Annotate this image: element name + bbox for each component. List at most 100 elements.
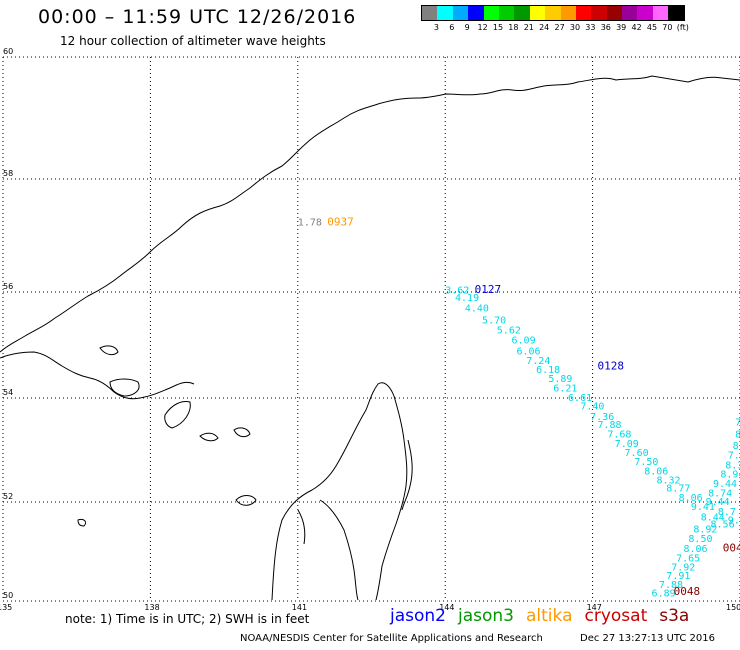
lat-tick-label: 56 — [3, 282, 13, 291]
legend-label-5: 18 — [508, 23, 519, 32]
color-legend: 3 6 9 12 15 18 21 24 27 30 33 36 39 42 45 70 (ft) — [421, 5, 689, 33]
lon-tick-label: 141 — [292, 603, 307, 612]
wave-height-value: 8.06 — [683, 544, 707, 555]
wave-height-value: 7.48 — [728, 450, 740, 461]
pass-time-label: 0047 — [723, 542, 740, 555]
wave-height-value: 6.61 — [568, 393, 592, 404]
lon-tick-label: 147 — [587, 603, 602, 612]
wave-height-value: 8.06 — [644, 466, 668, 477]
credit-footer: NOAA/NESDIS Center for Satellite Applica… — [240, 633, 543, 644]
wave-height-value: 5.89 — [548, 374, 572, 385]
graticule — [2, 56, 740, 602]
legend-swatch-0 — [422, 6, 438, 20]
pass-time-label: 0127 — [475, 283, 502, 296]
legend-swatch-11 — [591, 6, 607, 20]
wave-height-value: 8.94 — [720, 470, 740, 481]
lat-tick-label: 58 — [3, 169, 13, 178]
legend-swatch-6 — [514, 6, 530, 20]
pass-time-label: 0937 — [327, 215, 354, 228]
wave-height-value: 5.70 — [482, 315, 506, 326]
legend-labels: 3 6 9 12 15 18 21 24 27 30 33 36 39 42 45 70 (ft) — [421, 21, 689, 33]
wave-height-value: 9.41 — [691, 502, 715, 513]
wave-height-value: 1.78 — [298, 217, 322, 228]
satellite-jason3: jason3 — [458, 606, 514, 626]
wave-height-value: 6.06 — [516, 347, 540, 358]
legend-label-14: 45 — [646, 23, 658, 32]
legend-label-8: 27 — [554, 23, 565, 32]
legend-swatch-2 — [452, 6, 469, 20]
wave-height-value: 8.32 — [656, 475, 680, 486]
legend-swatch-1 — [437, 6, 453, 20]
wave-height-value: 8.0 — [733, 441, 740, 452]
wave-height-value: 8.92 — [693, 525, 717, 536]
wave-height-value: 8. — [735, 430, 740, 441]
map-title: 00:00 – 11:59 UTC 12/26/2016 — [38, 6, 357, 28]
legend-swatch-7 — [529, 6, 546, 20]
legend-swatch-10 — [575, 6, 592, 20]
satellite-jason2: jason2 — [390, 606, 446, 626]
legend-swatch-13 — [622, 6, 638, 20]
wave-height-value: 7.68 — [607, 430, 631, 441]
legend-label-4: 15 — [492, 23, 504, 32]
coastline — [0, 75, 740, 601]
wave-height-value: 7.92 — [671, 562, 695, 573]
legend-swatch-15 — [652, 6, 669, 20]
map-subtitle: 12 hour collection of altimeter wave hei… — [60, 34, 326, 48]
legend-swatch-12 — [606, 6, 623, 20]
legend-swatch-4 — [483, 6, 499, 20]
legend-label-6: 21 — [523, 23, 534, 32]
legend-label-2: 9 — [464, 23, 470, 32]
wave-height-value: 4.40 — [465, 304, 489, 315]
lon-tick-label: 150 — [726, 603, 740, 612]
pass-time-label: 0048 — [674, 585, 701, 598]
lon-tick-label: 144 — [439, 603, 454, 612]
legend-label-13: 42 — [631, 23, 642, 32]
satellite-key: jason2 jason3 altika cryosat s3a — [390, 606, 701, 626]
legend-label-3: 12 — [477, 23, 488, 32]
legend-label-15: 70 — [662, 23, 673, 32]
wave-height-value: 5.62 — [497, 325, 521, 336]
legend-color-bar — [421, 5, 685, 21]
wave-height-value: 8.50 — [688, 534, 712, 545]
lat-tick-label: 52 — [3, 492, 13, 501]
legend-swatch-3 — [468, 6, 484, 20]
wave-height-value: 9.44 — [706, 497, 730, 508]
wave-height-value: 7 — [735, 418, 740, 429]
wave-height-value: 6.89 — [652, 589, 676, 600]
wave-height-value: 8.7 — [718, 507, 736, 518]
legend-label-0: 3 — [433, 23, 439, 32]
wave-height-value: 7.40 — [580, 401, 604, 412]
legend-label-9: 30 — [569, 23, 581, 32]
wave-height-value: 7.36 — [590, 412, 614, 423]
generated-timestamp: Dec 27 13:27:13 UTC 2016 — [580, 633, 715, 644]
wave-height-value: 7.60 — [625, 448, 649, 459]
wave-height-value: 3.62 — [445, 286, 469, 297]
legend-swatch-14 — [637, 6, 653, 20]
legend-swatch-16 — [668, 6, 684, 20]
legend-swatch-9 — [560, 6, 576, 20]
wave-height-value: 7.65 — [676, 553, 700, 564]
satellite-s3a: s3a — [659, 606, 690, 626]
pass-time-label: 0128 — [598, 359, 625, 372]
lat-tick-label: 60 — [3, 47, 13, 56]
axis-labels: 60 58 56 54 52 50 135 138 141 144 147 150 — [0, 47, 740, 612]
lon-tick-label: 138 — [144, 603, 159, 612]
units-note: note: 1) Time is in UTC; 2) SWH is in fe… — [65, 612, 310, 626]
wave-height-value: 7.88 — [659, 580, 683, 591]
wave-height-value: 8.30 — [725, 461, 740, 472]
wave-height-value: 6.21 — [553, 384, 577, 395]
legend-label-11: 36 — [600, 23, 611, 32]
legend-swatch-5 — [498, 6, 515, 20]
wave-height-value: 7.24 — [526, 356, 550, 367]
wave-height-value: 8.56 — [711, 520, 735, 531]
wave-height-value: 8.06 — [679, 493, 703, 504]
wave-height-value: 7.88 — [598, 420, 622, 431]
wave-height-value: 8.44 — [701, 512, 725, 523]
wave-height-value: 9.44 — [713, 479, 737, 490]
legend-swatch-8 — [545, 6, 561, 20]
wave-height-value: 6.09 — [512, 335, 536, 346]
legend-label-7: 24 — [539, 23, 550, 32]
legend-label-16: (ft) — [676, 23, 689, 32]
satellite-cryosat: cryosat — [584, 606, 648, 626]
